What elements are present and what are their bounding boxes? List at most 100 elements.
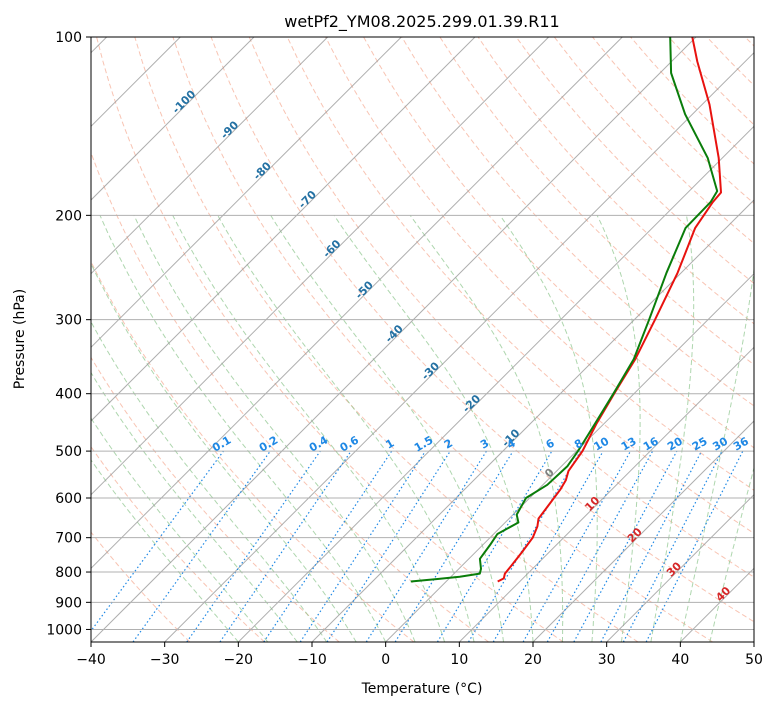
isotherm-label: -90 [218,118,241,141]
dry-adiabat [210,37,754,623]
mixing-ratio-label: 6 [544,436,557,451]
x-tick-label: 0 [381,652,390,668]
mixing-ratio-line [600,450,703,642]
dry-adiabat [363,37,754,449]
isotherm-label: -50 [353,278,376,301]
dry-adiabat [744,37,754,47]
moist-adiabat [709,466,754,642]
y-tick-label: 200 [55,208,82,224]
y-axis-label: Pressure (hPa) [12,289,28,389]
plot-frame [90,36,755,643]
isotherm-line [91,37,402,349]
dry-adiabat [325,37,754,491]
y-tick-label: 400 [55,387,82,403]
isotherm-label: -100 [170,87,199,116]
mixing-ratio-line [546,450,654,642]
dry-adiabat [553,37,754,244]
plot-area: -100-90-80-70-60-50-40-30-20-10010203040… [91,37,754,642]
x-tick-label: −10 [297,652,327,668]
x-tick-label: −20 [224,652,254,668]
x-tick-label: 10 [450,652,468,668]
mixing-ratio-line [299,450,426,642]
mixing-ratio-label: 2 [442,437,455,452]
mixing-ratio-line [573,450,678,642]
x-tick-label: −30 [150,652,180,668]
moist-adiabat [596,215,641,642]
mixing-ratio-label: 1 [383,437,396,452]
mixing-ratio-line [522,450,632,642]
isotherm-label: -70 [296,188,319,211]
moist-adiabat [133,215,416,642]
x-tick-label: 30 [598,652,616,668]
mixing-ratio-line [326,450,451,642]
isotherm-line [458,346,754,642]
mixing-ratio-line [186,450,321,642]
moist-adiabat [91,417,269,642]
x-tick-label: 40 [671,652,689,668]
moist-adiabat [409,215,564,642]
dry-adiabat [96,37,564,642]
mixing-ratio-line [467,450,581,642]
isotherm-line [753,641,754,642]
isotherm-line [385,272,754,642]
mixing-ratio-line [91,450,224,632]
isotherm-line [606,493,754,642]
mixing-ratio-line [436,450,553,642]
y-tick-label: 900 [55,595,82,611]
dry-adiabat [91,260,415,642]
isotherm-line [237,125,754,642]
isotherm-line [91,37,697,642]
isotherm-label: 40 [713,584,733,604]
x-axis-label: Temperature (°C) [361,681,483,697]
dry-adiabat [91,356,340,642]
dry-adiabat [134,37,639,642]
dry-adiabat [172,37,713,642]
isotherm-line [311,199,754,642]
mixing-ratio-line [263,450,393,642]
mixing-ratio-line [394,450,514,642]
dry-adiabat [401,37,754,407]
isotherm-label: -60 [320,237,343,260]
x-axis: −40 −30 −20 −10 0 10 20 30 40 50 [76,642,763,668]
isotherm-line [91,37,255,201]
moist-adiabat [270,215,504,642]
x-tick-label: 50 [745,652,763,668]
isotherm-label: 30 [664,559,684,579]
y-tick-label: 500 [55,444,82,460]
dry-adiabat [592,37,754,205]
x-tick-label: 20 [524,652,542,668]
x-tick-label: −40 [76,652,106,668]
dry-adiabat [630,37,754,165]
mixing-ratio-line [492,450,604,642]
moist-adiabat [91,262,357,642]
y-tick-label: 100 [55,30,82,46]
traces [410,37,722,583]
dry-adiabat [706,37,754,87]
y-tick-label: 1000 [46,622,82,638]
moist-adiabat [650,215,695,642]
isotherm-line [164,51,754,642]
dewpoint-trace [410,37,719,583]
mixing-ratio-line [365,450,487,642]
temperature-trace [497,37,722,583]
y-tick-label: 700 [55,531,82,547]
moist-adiabat [499,215,598,642]
isotherm-line [91,37,476,422]
moist-adiabat [91,371,298,642]
dry-adiabat [668,37,754,126]
y-axis: 100 200 300 400 500 600 700 800 900 1000 [46,30,91,638]
isotherm-line [91,37,550,496]
dry-adiabat [248,37,754,578]
mixing-ratio-line [219,450,352,642]
moist-adiabat [91,320,328,642]
moist-adiabat [172,215,446,642]
dry-adiabat [91,445,265,642]
dry-adiabat [91,151,489,642]
isotherm-line [91,37,623,570]
isotherm-line [91,37,329,275]
pressure-grid [91,37,754,630]
y-tick-label: 600 [55,491,82,507]
isotherm-line [532,420,754,642]
dry-adiabat [439,37,754,366]
